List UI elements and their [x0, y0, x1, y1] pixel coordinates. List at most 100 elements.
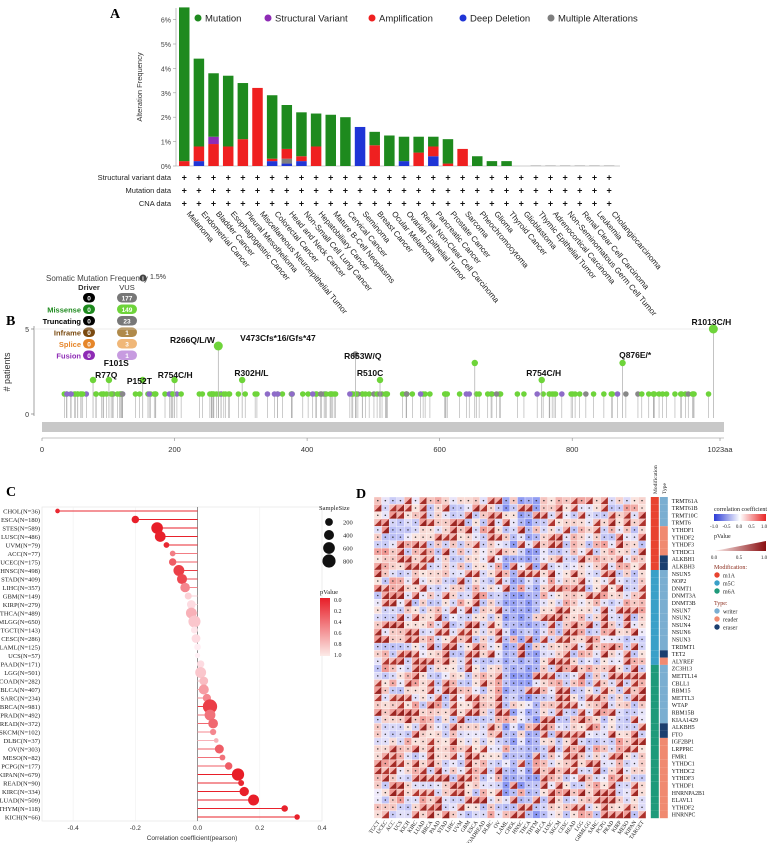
- heatmap-triangle: [411, 540, 420, 549]
- data-row-mark: +: [519, 173, 524, 183]
- heatmap-dot: [429, 631, 432, 633]
- heatmap-dot: [565, 675, 568, 677]
- heatmap-dot: [595, 572, 598, 575]
- heatmap-dot: [414, 718, 417, 721]
- pvalue-legend-label: 1.0: [334, 653, 342, 659]
- type-cell: [659, 737, 668, 746]
- heatmap-dot: [543, 660, 545, 662]
- heatmap-triangle: [638, 533, 646, 541]
- heatmap-dot: [618, 551, 621, 553]
- corr-tick-label: 0.0: [736, 525, 743, 530]
- heatmap-dot: [535, 784, 538, 787]
- heatmap-dot: [399, 675, 402, 677]
- heatmap-dot: [558, 624, 560, 626]
- heatmap-dot: [377, 813, 379, 816]
- heatmap-dot: [641, 762, 643, 765]
- heatmap-dot: [460, 689, 462, 692]
- heatmap-dot: [467, 580, 470, 582]
- panel-c-category-label: UCEC(N=175): [0, 560, 40, 567]
- heatmap-dot: [611, 660, 613, 662]
- lollipop-head: [174, 391, 180, 397]
- vus-pill: [117, 327, 137, 337]
- heatmap-dot: [399, 667, 402, 670]
- lollipop-y-title: # patients: [2, 352, 12, 392]
- heatmap-dot: [467, 565, 470, 568]
- heatmap-dot: [497, 682, 500, 684]
- heatmap-dot: [603, 529, 606, 531]
- heatmap-triangle: [638, 548, 646, 556]
- heatmap-triangle: [494, 548, 503, 556]
- data-row-mark: +: [519, 186, 524, 196]
- heatmap-dot: [422, 580, 424, 582]
- heatmap-dot: [633, 543, 636, 546]
- legend-marker-4: [547, 14, 555, 22]
- heatmap-dot: [407, 543, 409, 546]
- modification-cell: [650, 759, 659, 768]
- type-cell: [659, 613, 668, 622]
- heatmap-dot: [633, 521, 636, 524]
- heatmap-dot: [595, 543, 598, 546]
- lollipop-head: [77, 391, 84, 397]
- heatmap-dot: [543, 740, 545, 743]
- heatmap-dot: [490, 711, 492, 714]
- heatmap-dot: [497, 558, 500, 560]
- heatmap-dot: [384, 616, 387, 619]
- heatmap-dot: [422, 609, 424, 611]
- data-row-mark: +: [416, 199, 421, 209]
- heatmap-dot: [633, 689, 636, 692]
- heatmap-dot: [633, 580, 636, 582]
- heatmap-dot: [399, 806, 402, 808]
- heatmap-dot: [558, 748, 560, 750]
- heatmap-dot: [535, 667, 538, 670]
- corr-tick-label: -1.0: [710, 525, 718, 530]
- heatmap-dot: [384, 551, 387, 553]
- heatmap-dot: [452, 594, 455, 597]
- heatmap-dot: [603, 784, 606, 787]
- legend-label-2: Amplification: [379, 14, 433, 25]
- heatmap-dot: [392, 616, 394, 619]
- heatmap-dot: [452, 543, 455, 546]
- heatmap-dot: [429, 594, 432, 597]
- modification-cell: [650, 526, 659, 534]
- lollipop-head: [68, 391, 74, 397]
- heatmap-triangle: [449, 526, 458, 534]
- heatmap-dot: [377, 740, 379, 743]
- heatmap-triangle: [585, 548, 593, 556]
- heatmap-dot: [407, 667, 409, 670]
- heatmap-dot: [490, 733, 492, 735]
- heatmap-dot: [535, 594, 538, 597]
- heatmap-triangle: [517, 540, 525, 549]
- heatmap-dot: [392, 499, 394, 502]
- heatmap-dot: [573, 660, 575, 662]
- heatmap-triangle: [615, 533, 624, 541]
- heatmap-dot: [407, 689, 409, 692]
- heatmap-dot: [392, 653, 394, 655]
- heatmap-dot: [505, 653, 507, 655]
- heatmap-dot: [452, 514, 455, 516]
- bar-mutation: [281, 105, 293, 149]
- heatmap-dot: [467, 813, 470, 816]
- heatmap-dot: [384, 667, 387, 670]
- heatmap-dot: [618, 791, 621, 794]
- panel-c-category-label: READ(N=90): [3, 781, 40, 788]
- modification-cell: [650, 548, 659, 556]
- heatmap-dot: [460, 645, 462, 648]
- heatmap-dot: [497, 594, 500, 597]
- heatmap-triangle: [600, 497, 609, 505]
- heatmap-dot: [377, 777, 379, 779]
- heatmap-triangle: [494, 511, 503, 519]
- vus-pill: [117, 339, 137, 349]
- lollipop-head: [225, 391, 232, 397]
- heatmap-dot: [377, 653, 379, 655]
- heatmap-dot: [422, 718, 424, 721]
- heatmap-dot: [505, 602, 507, 604]
- heatmap-dot: [460, 740, 462, 743]
- legend-marker-3: [459, 14, 467, 22]
- type-cell: [659, 774, 668, 782]
- heatmap-dot: [641, 682, 643, 684]
- driver-count: 0: [87, 330, 91, 337]
- bar-mutation: [310, 113, 322, 147]
- bar-mutation: [340, 117, 351, 166]
- heatmap-dot: [626, 770, 628, 772]
- heatmap-triangle: [532, 540, 541, 549]
